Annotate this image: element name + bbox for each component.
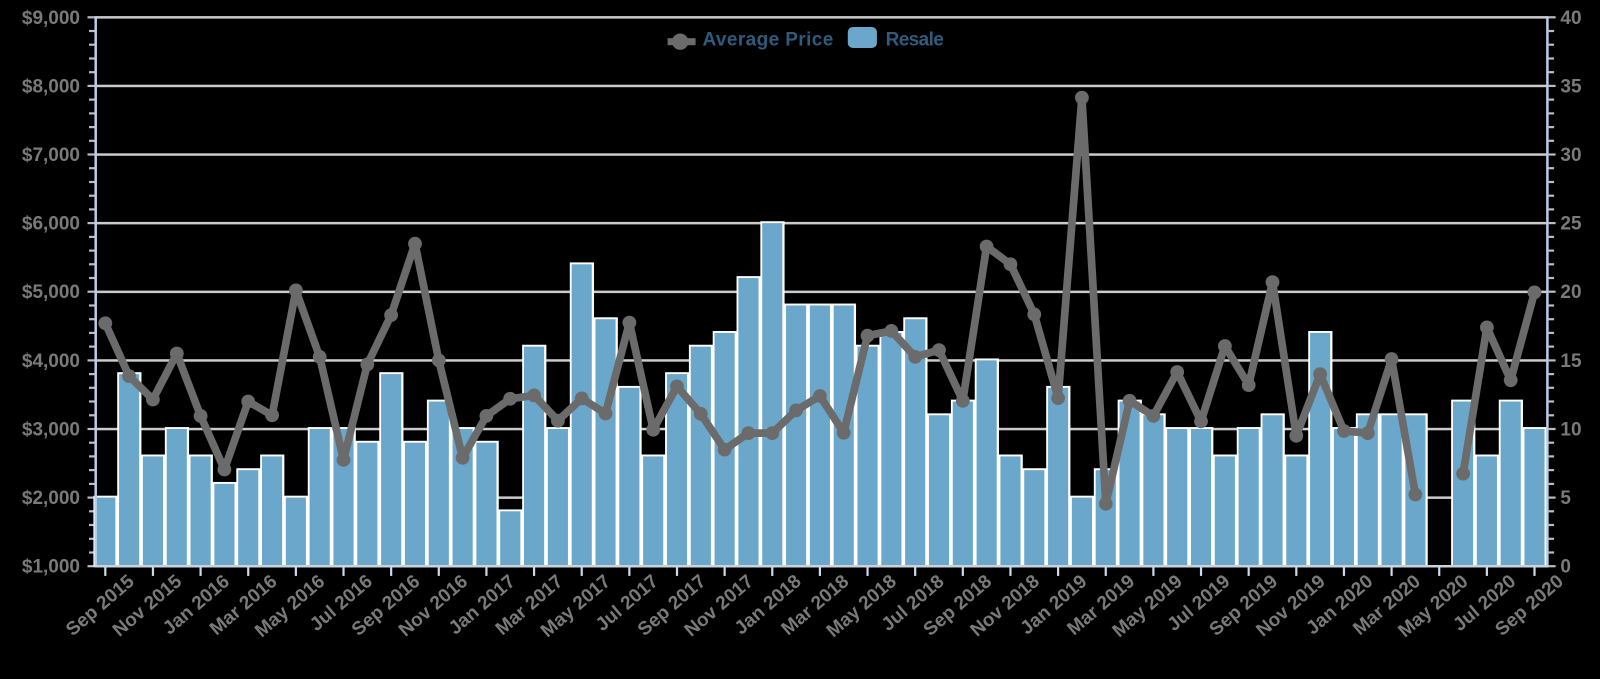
svg-text:30: 30 xyxy=(1560,145,1581,166)
svg-text:$4,000: $4,000 xyxy=(22,351,80,372)
svg-text:5: 5 xyxy=(1560,488,1571,509)
svg-text:$8,000: $8,000 xyxy=(22,76,80,97)
svg-text:15: 15 xyxy=(1560,351,1582,372)
svg-text:$3,000: $3,000 xyxy=(22,420,80,441)
svg-text:40: 40 xyxy=(1560,8,1581,29)
svg-text:$6,000: $6,000 xyxy=(22,214,80,235)
svg-text:35: 35 xyxy=(1560,76,1582,97)
svg-text:$7,000: $7,000 xyxy=(22,145,80,166)
svg-text:20: 20 xyxy=(1560,282,1581,303)
svg-text:0: 0 xyxy=(1560,557,1571,578)
svg-text:25: 25 xyxy=(1560,214,1582,235)
svg-text:Resale: Resale xyxy=(886,29,944,50)
svg-text:$2,000: $2,000 xyxy=(22,488,80,509)
svg-text:Average Price: Average Price xyxy=(703,29,834,50)
svg-text:$1,000: $1,000 xyxy=(22,557,80,578)
svg-text:10: 10 xyxy=(1560,420,1581,441)
svg-text:$9,000: $9,000 xyxy=(22,8,80,29)
svg-text:$5,000: $5,000 xyxy=(22,282,80,303)
